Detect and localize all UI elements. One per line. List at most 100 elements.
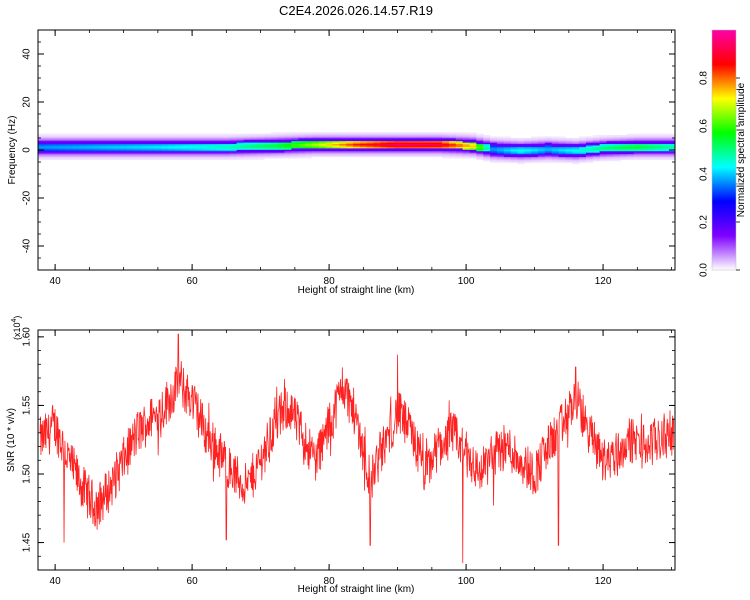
spectrogram-cell: [325, 149, 333, 152]
spectrogram-cell: [113, 142, 121, 145]
spectrogram-cell: [654, 152, 662, 155]
spectrogram-cell: [106, 139, 114, 142]
spectrogram-cell: [229, 135, 238, 137]
spectrogram-cell: [58, 143, 66, 146]
spectrogram-cell: [154, 152, 162, 155]
spectrogram-cell: [620, 138, 628, 140]
spectrogram-cell: [531, 150, 539, 153]
spectrogram-cell: [531, 155, 539, 158]
spectrogram-cell: [113, 158, 121, 160]
spectrogram-cell: [154, 158, 162, 160]
spectrogram-cell: [353, 140, 361, 143]
spectrogram-cell: [579, 153, 587, 156]
spectrogram-cell: [476, 149, 484, 152]
spectrogram-cell: [339, 155, 347, 158]
spectrogram-cell: [243, 146, 251, 149]
spectrogram-cell: [65, 139, 73, 142]
spectrogram-cell: [585, 156, 594, 159]
spectrogram-cell: [579, 138, 587, 140]
spectrogram-cell: [188, 139, 196, 142]
spectrogram-cell: [65, 156, 73, 159]
spectrogram-cell: [65, 138, 73, 140]
spectrogram-cell: [346, 143, 354, 146]
spectrogram-cell: [332, 150, 340, 153]
spectrogram-cell: [490, 155, 498, 158]
spectrogram-cell: [222, 156, 231, 159]
spectrogram-cell: [202, 158, 210, 160]
spectrogram-cell: [524, 156, 532, 159]
spectrogram-cell: [65, 158, 73, 160]
spectrogram-cell: [558, 152, 566, 155]
spectrogram-cell: [421, 139, 429, 142]
spectrogram-cell: [551, 150, 559, 153]
spectrogram-cell: [592, 152, 601, 155]
spectrogram-cell: [503, 142, 512, 145]
spectrogram-cell: [401, 152, 409, 155]
spectrogram-cell: [325, 132, 333, 134]
spectrogram-cell: [311, 149, 320, 152]
spectrogram-cell: [387, 142, 395, 145]
spectrogram-cell: [503, 149, 512, 152]
spectrogram-cell: [455, 138, 464, 140]
spectrogram-cell: [572, 150, 580, 153]
spectrogram-cell: [339, 149, 347, 152]
spectrogram-cell: [65, 146, 73, 149]
spectrogram-cell: [92, 149, 101, 152]
spectrogram-cell: [366, 140, 375, 143]
spectrogram-cell: [154, 135, 162, 137]
spectrogram-cell: [147, 138, 155, 140]
spectrogram-cell: [195, 143, 203, 146]
spectrogram-cell: [99, 140, 107, 143]
spectrogram-cell: [551, 159, 559, 162]
spectrogram-cell: [222, 145, 231, 147]
spectrogram-cell: [79, 143, 87, 146]
spectrogram-cell: [401, 153, 409, 156]
spectrogram-cell: [120, 148, 128, 150]
spectrogram-cell: [113, 139, 121, 142]
spectrogram-cell: [476, 158, 484, 160]
spectrogram-cell: [448, 148, 457, 150]
spectrogram-xtick-label: 80: [324, 276, 336, 287]
spectrogram-cell: [284, 149, 292, 152]
spectrogram-cell: [421, 146, 429, 149]
spectrogram-cell: [647, 135, 655, 137]
spectrogram-cell: [209, 145, 217, 147]
spectrogram-cell: [325, 155, 333, 158]
snr-xtick-label: 100: [458, 576, 475, 587]
spectrogram-cell: [298, 155, 306, 158]
spectrogram-cell: [339, 132, 347, 134]
spectrogram-cell: [154, 139, 162, 142]
spectrogram-cell: [51, 156, 59, 159]
spectrogram-cell: [633, 133, 642, 136]
spectrogram-cell: [216, 156, 224, 159]
spectrogram-cell: [51, 140, 59, 143]
spectrogram-cell: [455, 139, 464, 142]
spectrogram-cell: [65, 145, 73, 147]
spectrogram-cell: [243, 153, 251, 156]
spectrogram-cell: [496, 149, 505, 152]
snr-ytick-label: 1.60: [22, 327, 33, 347]
spectrogram-cell: [284, 139, 292, 142]
spectrogram-cell: [469, 139, 477, 142]
spectrogram-cell: [599, 136, 607, 139]
spectrogram-cell: [476, 140, 484, 143]
spectrogram-cell: [229, 156, 238, 159]
spectrogram-cell: [243, 155, 251, 158]
spectrogram-cell: [627, 153, 635, 156]
spectrogram-cell: [668, 140, 675, 143]
spectrogram-cell: [640, 146, 648, 149]
spectrogram-cell: [161, 145, 169, 147]
spectrogram-cell: [161, 136, 169, 139]
spectrogram-cell: [668, 145, 675, 147]
spectrogram-cell: [661, 136, 669, 139]
spectrogram-cell: [654, 148, 662, 150]
spectrogram-cell: [140, 156, 148, 159]
spectrogram-cell: [229, 155, 238, 158]
spectrogram-cell: [585, 138, 594, 140]
spectrogram-cell: [387, 135, 395, 137]
spectrogram-cell: [442, 132, 450, 134]
spectrogram-cell: [277, 146, 285, 149]
spectrogram-cell: [99, 139, 107, 142]
spectrogram-cell: [277, 150, 285, 153]
spectrogram-cell: [373, 145, 381, 147]
